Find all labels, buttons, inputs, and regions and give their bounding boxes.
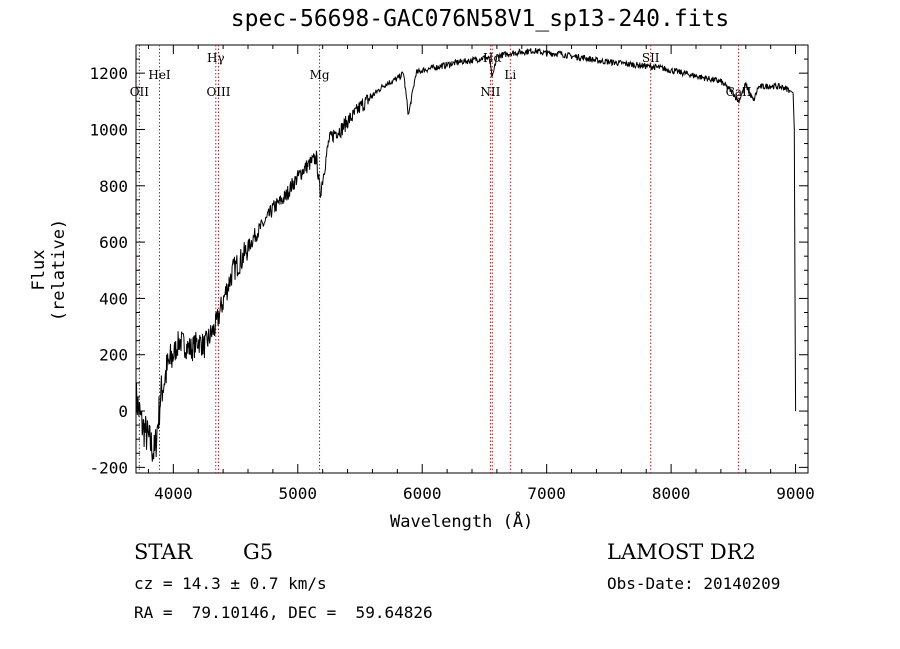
object-subclass: G5 bbox=[243, 540, 274, 564]
spectral-line-label: Hα bbox=[483, 51, 502, 65]
redshift-text: cz = 14.3 ± 0.7 km/s bbox=[134, 574, 327, 593]
spectral-line-label: SII bbox=[642, 51, 660, 65]
spectral-line-markers bbox=[138, 45, 740, 473]
coordinates-text: RA = 79.10146, DEC = 59.64826 bbox=[134, 603, 433, 622]
spectral-line-label: NII bbox=[480, 85, 500, 99]
spectral-line-label: OII bbox=[130, 85, 150, 99]
axis-ticks: 4000 5000 6000 7000 8000 9000 -200 0 200 400 600 80… bbox=[89, 44, 815, 503]
spectral-line-label: CaII bbox=[726, 85, 752, 99]
spectral-line-label: Hγ bbox=[207, 51, 225, 65]
x-tick-label: 4000 bbox=[154, 484, 193, 503]
y-tick-label: -200 bbox=[89, 458, 128, 477]
spectral-line-label: HeI bbox=[148, 68, 171, 82]
spectral-line-label: Mg bbox=[310, 68, 330, 82]
spectral-line-label: OIII bbox=[206, 85, 230, 99]
object-type: STAR bbox=[134, 540, 193, 564]
y-axis-label: Flux (relative) bbox=[29, 218, 69, 322]
spectrum-line bbox=[135, 47, 797, 462]
chart-title: spec-56698-GAC076N58V1_sp13-240.fits bbox=[230, 6, 730, 32]
y-tick-label: 600 bbox=[99, 233, 128, 252]
y-tick-label: 800 bbox=[99, 177, 128, 196]
x-tick-label: 9000 bbox=[776, 484, 815, 503]
x-tick-label: 6000 bbox=[403, 484, 442, 503]
x-tick-label: 8000 bbox=[652, 484, 691, 503]
spectral-line-label: Li bbox=[504, 68, 516, 82]
y-tick-label: 1000 bbox=[89, 120, 128, 139]
observation-date: Obs-Date: 20140209 bbox=[607, 574, 781, 593]
x-tick-label: 7000 bbox=[527, 484, 566, 503]
y-tick-label: 1200 bbox=[89, 64, 128, 83]
survey-name: LAMOST DR2 bbox=[607, 540, 756, 564]
y-tick-label: 0 bbox=[118, 402, 128, 421]
x-tick-label: 5000 bbox=[279, 484, 318, 503]
y-tick-label: 200 bbox=[99, 346, 128, 365]
spectrum-series bbox=[135, 47, 797, 462]
x-axis-label: Wavelength (Å) bbox=[390, 512, 534, 532]
y-tick-label: 400 bbox=[99, 289, 128, 308]
